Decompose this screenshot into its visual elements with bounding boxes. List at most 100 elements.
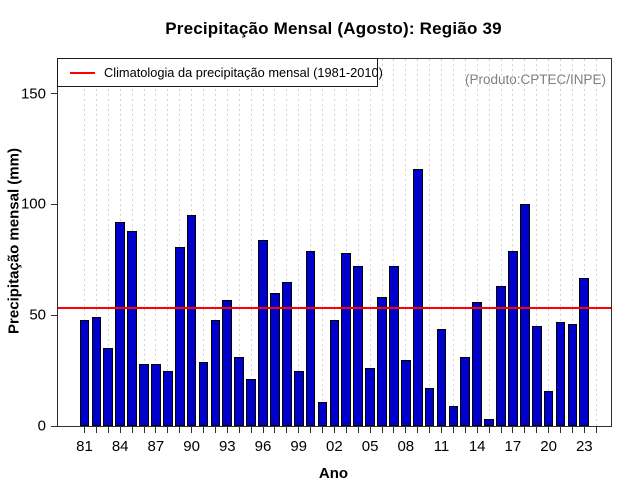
- bar: [174, 246, 185, 426]
- bar: [162, 370, 173, 426]
- x-tick: [143, 427, 145, 433]
- bar: [508, 250, 518, 426]
- x-tick: [119, 427, 121, 433]
- x-tick: [429, 427, 431, 433]
- x-tick-label: 17: [504, 438, 522, 455]
- x-tick-label: 93: [218, 438, 236, 455]
- bar: [139, 363, 149, 426]
- bar: [436, 328, 447, 426]
- x-axis-label: Ano: [318, 465, 349, 482]
- bar: [281, 281, 292, 426]
- x-tick: [131, 427, 133, 433]
- gridline: [203, 59, 204, 426]
- x-tick: [393, 427, 395, 433]
- gridline: [107, 59, 109, 426]
- gridline: [405, 59, 407, 426]
- x-tick: [357, 427, 359, 433]
- gridline: [583, 59, 585, 426]
- bar: [555, 321, 566, 426]
- x-tick: [500, 427, 502, 433]
- bar: [186, 215, 197, 426]
- bar: [484, 419, 494, 426]
- x-tick: [310, 427, 312, 433]
- x-tick-label: 08: [397, 438, 415, 455]
- gridline: [595, 59, 597, 426]
- x-tick: [476, 427, 478, 433]
- gridline: [84, 59, 85, 426]
- gridline: [571, 59, 573, 426]
- legend: Climatologia da precipitação mensal (198…: [57, 58, 383, 87]
- bar: [567, 324, 578, 426]
- bar: [293, 370, 304, 426]
- gridline: [214, 59, 216, 426]
- gridline: [226, 59, 228, 426]
- gridline: [369, 59, 371, 426]
- x-tick: [238, 427, 240, 433]
- y-tick-label: 100: [20, 195, 46, 213]
- x-tick-label: 87: [147, 438, 165, 455]
- gridline: [250, 59, 252, 426]
- gridline: [464, 59, 466, 426]
- y-tick-label: 50: [29, 306, 46, 324]
- x-tick: [369, 427, 371, 433]
- x-tick: [84, 427, 85, 433]
- gridline: [393, 59, 395, 426]
- gridline: [322, 59, 323, 426]
- bar: [519, 204, 530, 426]
- gridline: [488, 59, 490, 426]
- x-tick-label: 20: [540, 438, 557, 455]
- x-tick: [179, 427, 181, 433]
- bar: [210, 319, 221, 426]
- x-tick: [155, 427, 157, 433]
- gridline: [143, 59, 145, 426]
- gridline: [548, 59, 550, 426]
- chart-title: Precipitação Mensal (Agosto): Região 39: [165, 19, 502, 38]
- x-tick: [226, 427, 228, 433]
- x-tick: [405, 427, 407, 433]
- x-tick: [488, 427, 490, 433]
- x-tick: [571, 427, 573, 433]
- bar: [115, 222, 126, 426]
- gridline: [345, 59, 347, 426]
- bar: [543, 390, 554, 426]
- bar: [531, 326, 542, 426]
- bar: [472, 301, 483, 426]
- x-tick-label: 90: [183, 438, 200, 455]
- bar: [198, 361, 209, 426]
- x-tick: [536, 427, 538, 433]
- y-tick: [51, 93, 58, 95]
- x-tick-label: 81: [76, 438, 93, 455]
- gridline: [274, 59, 276, 426]
- x-tick-label: 05: [361, 438, 379, 455]
- x-tick: [333, 427, 335, 433]
- x-tick: [286, 427, 288, 433]
- bar: [412, 168, 423, 426]
- gridline: [155, 59, 157, 426]
- climatology-line: [58, 306, 611, 309]
- x-tick: [345, 427, 347, 433]
- x-tick: [298, 427, 300, 433]
- bar: [329, 319, 340, 426]
- x-tick: [452, 427, 454, 433]
- x-tick: [524, 427, 526, 433]
- x-tick: [322, 427, 323, 433]
- bar: [377, 297, 387, 426]
- bar: [222, 299, 233, 426]
- bar: [424, 388, 435, 426]
- gridline: [476, 59, 478, 426]
- gridline: [452, 59, 454, 426]
- bar: [460, 357, 471, 426]
- gridline: [536, 59, 538, 426]
- x-tick: [441, 427, 442, 433]
- bar: [234, 357, 245, 426]
- x-tick: [262, 427, 264, 433]
- gridline: [310, 59, 312, 426]
- bar: [341, 253, 352, 426]
- gridline: [167, 59, 169, 426]
- bar: [365, 368, 375, 426]
- bar: [258, 239, 268, 426]
- bar: [91, 317, 102, 426]
- x-tick-label: 14: [468, 438, 486, 455]
- gridline: [286, 59, 288, 426]
